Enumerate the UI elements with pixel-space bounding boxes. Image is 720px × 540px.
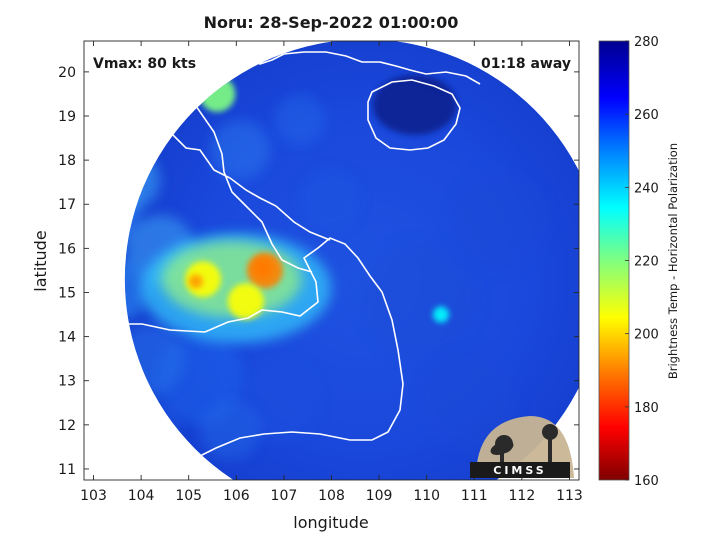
texture-blob [360,240,480,360]
mainland-coastline [124,237,404,480]
colorbar-tick-label: 240 [634,181,659,196]
texture-blob [300,170,360,230]
eye-hot-core [252,258,273,279]
x-tick-label: 106 [223,488,250,504]
y-tick-label: 18 [58,153,76,169]
y-axis-label: latitude [31,230,50,291]
texture-blob [420,350,520,450]
texture-blob [200,400,260,460]
colorbar-label: Brightness Temp - Horizontal Polarizatio… [666,143,680,379]
chart-title: Noru: 28-Sep-2022 01:00:00 [204,13,459,32]
y-tick-label: 12 [58,418,76,434]
y-tick-label: 20 [58,65,76,81]
feature-rainband-south [227,283,264,320]
rainband-hot-core [188,274,203,289]
feature-isolated-cell [432,306,449,323]
colorbar-tick-label: 220 [634,255,659,270]
y-tick-label: 15 [58,285,76,301]
y-tick-label: 19 [58,109,76,125]
y-tick-label: 17 [58,197,76,213]
axes: 103 104 105 106 107 108 109 110 111 112 113 11 12 13 1… [58,40,583,504]
feature-rainband [184,261,221,298]
y-tick-label: 14 [58,330,76,346]
x-tick-label: 112 [509,488,536,504]
y-tick-label: 16 [58,241,76,257]
hainan-coastline [367,79,461,151]
colorbar-tick-label: 280 [634,35,659,50]
x-tick-label: 109 [366,488,393,504]
colorbar-tick-label: 260 [634,108,659,123]
texture-blob [210,120,270,180]
texture-blob [240,360,320,440]
texture-blob [124,260,150,320]
x-tick-label: 108 [318,488,345,504]
y-tick-label: 11 [58,462,76,478]
vmax-annotation: Vmax: 80 kts [93,56,196,72]
x-tick-label: 104 [128,488,155,504]
colorbar [598,40,630,481]
x-tick-label: 103 [80,488,107,504]
x-tick-label: 110 [413,488,440,504]
colorbar-tick-label: 200 [634,328,659,343]
x-tick-label: 105 [175,488,202,504]
x-tick-label: 111 [461,488,488,504]
y-tick-label: 13 [58,374,76,390]
x-tick-label: 107 [271,488,298,504]
cimss-logo: CIMSS [470,416,574,478]
cimss-logo-text: CIMSS [493,464,546,477]
colorbar-ticks: 160 180 200 220 240 260 280 [625,35,659,489]
texture-blob [450,170,550,270]
colorbar-tick-label: 180 [634,401,659,416]
x-tick-label: 113 [556,488,583,504]
x-axis-label: longitude [293,513,368,532]
hainan-cold-area [372,74,457,135]
texture-blob [275,95,325,145]
colorbar-tick-label: 160 [634,474,659,489]
time-away-annotation: 01:18 away [481,56,571,72]
